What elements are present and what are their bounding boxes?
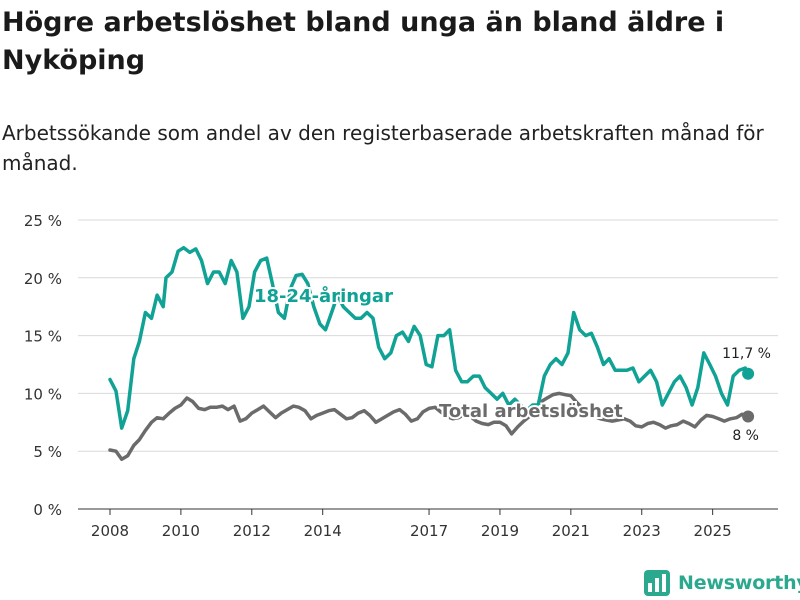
y-tick-label: 10 % (24, 385, 62, 403)
series-labels: 18-24-åringar Total arbetslöshet 11,7 % 8 % (252, 283, 771, 444)
x-tick-label: 2023 (623, 522, 661, 540)
gridlines (78, 219, 778, 510)
series-line-total (108, 391, 750, 462)
end-value-label-total: 8 % (732, 428, 759, 444)
y-tick-label: 5 % (33, 443, 62, 461)
x-tick-label: 2019 (481, 522, 519, 540)
x-axis: 2008 2010 2012 2014 2017 2019 2021 2023 2025 (91, 509, 732, 540)
x-tick-label: 2012 (233, 522, 271, 540)
y-tick-label: 15 % (24, 328, 62, 346)
series-line-youth (108, 245, 750, 430)
x-tick-label: 2008 (91, 522, 129, 540)
x-tick-label: 2017 (410, 522, 448, 540)
x-tick-label: 2021 (552, 522, 590, 540)
x-tick-label: 2025 (694, 522, 732, 540)
brand-name: Newsworthy (678, 572, 800, 594)
end-value-label-youth: 11,7 % (722, 346, 771, 362)
x-tick-label: 2010 (162, 522, 200, 540)
series-lines (108, 245, 755, 462)
chart-subtitle: Arbetssökande som andel av den registerb… (2, 121, 764, 175)
end-point-total (742, 410, 755, 423)
series-label-total: Total arbetslöshet (439, 401, 623, 422)
end-point-youth (742, 367, 755, 380)
chart-title: Högre arbetslöshet bland unga än bland ä… (2, 7, 725, 76)
newsworthy-logo-icon (644, 570, 670, 596)
x-tick-label: 2014 (304, 522, 342, 540)
y-tick-label: 20 % (24, 270, 62, 288)
brand-logo: Newsworthy (644, 568, 800, 598)
y-tick-label: 25 % (24, 212, 62, 230)
series-label-youth: 18-24-åringar (254, 285, 393, 307)
y-axis: 0 % 5 % 10 % 15 % 20 % 25 % (24, 212, 62, 519)
y-tick-label: 0 % (33, 501, 62, 519)
